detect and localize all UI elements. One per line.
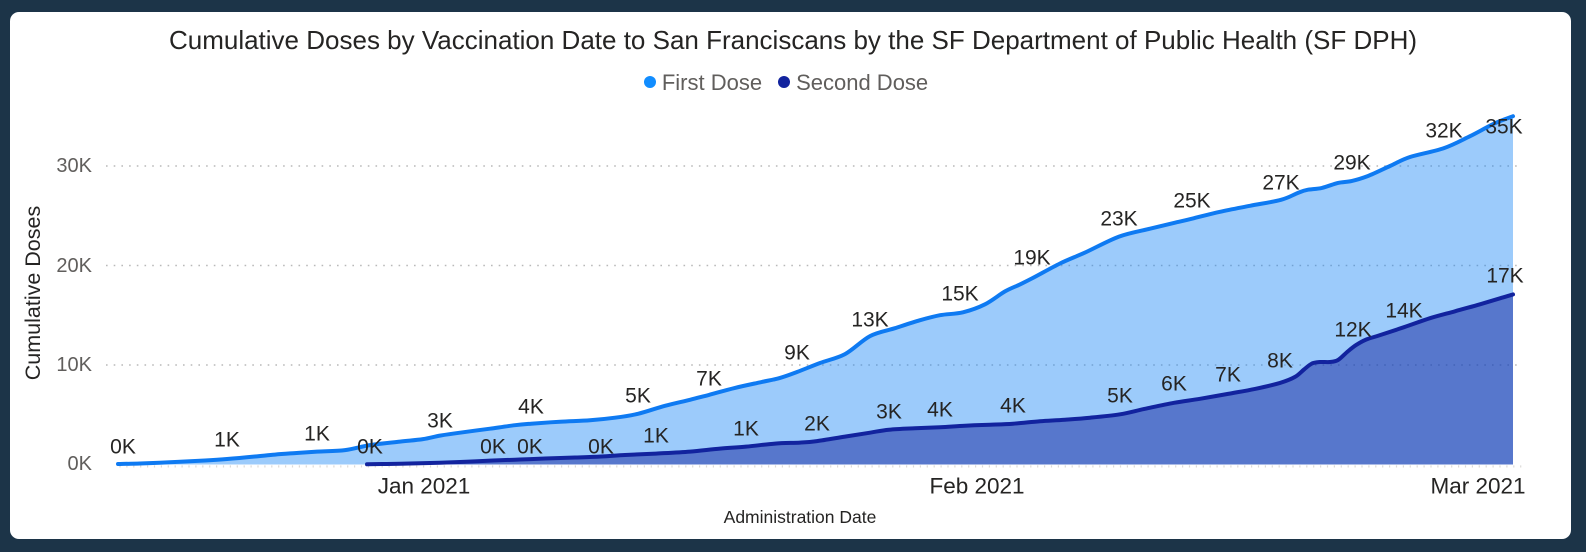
svg-text:13K: 13K [851,309,888,332]
svg-text:0K: 0K [480,436,506,459]
svg-text:Feb 2021: Feb 2021 [929,474,1024,499]
svg-text:4K: 4K [1000,395,1026,418]
svg-text:0K: 0K [588,436,614,459]
svg-text:8K: 8K [1267,350,1293,373]
svg-text:0K: 0K [110,436,136,459]
svg-text:25K: 25K [1173,190,1210,213]
svg-text:7K: 7K [1215,364,1241,387]
svg-text:3K: 3K [876,401,902,424]
svg-text:29K: 29K [1333,152,1370,175]
svg-text:32K: 32K [1425,120,1462,143]
svg-text:1K: 1K [733,418,759,441]
svg-text:19K: 19K [1013,247,1050,270]
svg-text:17K: 17K [1486,265,1523,288]
svg-text:Administration Date: Administration Date [724,507,877,527]
svg-text:20K: 20K [56,255,92,277]
svg-text:4K: 4K [518,396,544,419]
svg-text:7K: 7K [696,368,722,391]
svg-text:1K: 1K [643,425,669,448]
svg-text:27K: 27K [1262,172,1299,195]
svg-text:23K: 23K [1100,208,1137,231]
svg-text:2K: 2K [804,413,830,436]
svg-text:0K: 0K [517,436,543,459]
svg-text:Mar 2021: Mar 2021 [1430,474,1525,499]
svg-text:9K: 9K [784,342,810,365]
svg-text:10K: 10K [56,354,92,376]
svg-text:1K: 1K [214,429,240,452]
svg-text:15K: 15K [941,283,978,306]
svg-text:Cumulative Doses: Cumulative Doses [21,206,45,380]
svg-text:14K: 14K [1385,300,1422,323]
svg-text:3K: 3K [427,410,453,433]
svg-text:0K: 0K [68,453,93,475]
svg-text:Jan 2021: Jan 2021 [378,474,471,499]
svg-text:5K: 5K [625,385,651,408]
svg-text:12K: 12K [1334,319,1371,342]
svg-text:4K: 4K [927,399,953,422]
svg-text:1K: 1K [304,423,330,446]
svg-text:6K: 6K [1161,373,1187,396]
svg-text:0K: 0K [357,436,383,459]
svg-text:35K: 35K [1485,116,1522,139]
svg-text:5K: 5K [1107,385,1133,408]
svg-text:30K: 30K [56,155,92,177]
